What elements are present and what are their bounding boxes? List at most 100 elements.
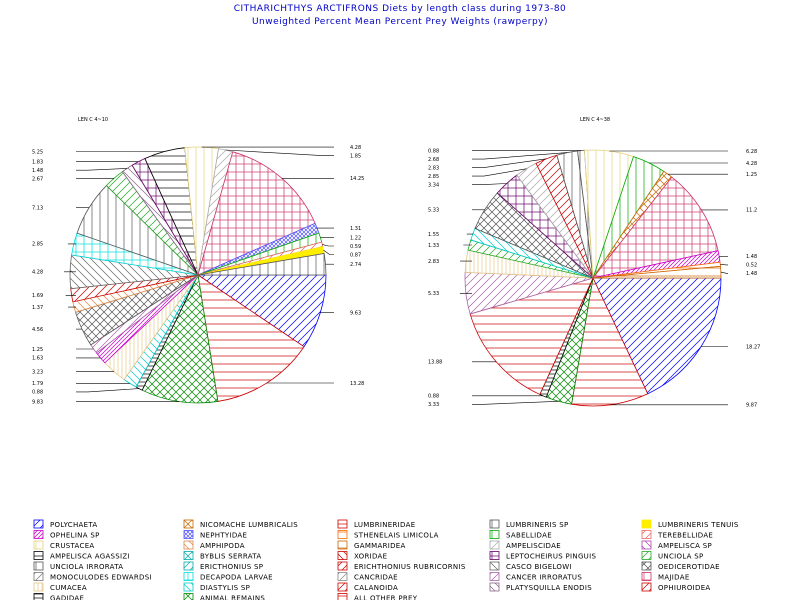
legend-label: UNCIOLA SP [658, 553, 704, 561]
leader-line [720, 271, 728, 274]
slice-value-label: 1.63 [32, 356, 43, 362]
legend-swatch [489, 582, 500, 592]
chart-title: CITHARICHTHYS ARCTIFRONS Diets by length… [233, 4, 567, 14]
legend-label: AMPELISCA SP [658, 542, 712, 550]
legend-swatch [183, 572, 194, 581]
slice-value-label: 9.63 [350, 310, 361, 316]
slice-value-label: 3.23 [32, 369, 43, 375]
slice-value-label: 2.74 [350, 262, 361, 268]
leader-line [76, 388, 140, 393]
slice-value-label: 1.22 [350, 235, 361, 241]
legend-swatch [337, 540, 348, 550]
pie-slice [469, 277, 594, 395]
slice-value-label: 13.28 [350, 381, 364, 387]
slice-value-label: 1.79 [32, 381, 43, 387]
legend-swatch [33, 530, 44, 539]
slice-value-label: 4.28 [350, 145, 361, 151]
legend-swatch [641, 582, 652, 592]
leader-line [472, 401, 559, 405]
slice-value-label: 3.33 [428, 402, 439, 408]
legend-swatch [641, 519, 652, 529]
leader-line [472, 158, 547, 168]
slice-value-label: 1.33 [428, 243, 439, 249]
legend-swatch [337, 551, 348, 560]
pie-slice [592, 265, 722, 279]
legend-label: CASCO BIGELOWI [506, 563, 572, 571]
legend-swatch [337, 530, 348, 539]
legend-label: DIASTYLIS SP [200, 584, 250, 592]
legend-label: CANCRIDAE [354, 574, 398, 582]
legend-swatch [183, 582, 194, 592]
slice-value-label: 2.83 [428, 259, 439, 265]
legend-swatch [183, 551, 194, 560]
legend-swatch [489, 540, 500, 550]
slice-value-label: 2.67 [32, 177, 43, 183]
legend-label: GAMMARIDEA [354, 542, 406, 550]
pie-slice [196, 274, 327, 348]
slice-value-label: 18.27 [746, 344, 760, 350]
pie-slice [592, 176, 719, 279]
slice-value-label: 1.69 [32, 293, 43, 299]
slice-value-label: 9.87 [746, 403, 757, 409]
legend-label: XORIDAE [354, 553, 387, 561]
legend-label: LUMBRINERIS SP [506, 521, 569, 529]
slice-value-label: 0.59 [350, 244, 361, 250]
legend-swatch [33, 593, 44, 600]
chart-subtitle: Unweighted Percent Mean Percent Prey Wei… [251, 17, 549, 27]
pie-chart-left: LEN C 4~10 4.28 1.85 14.25 1.31 1.22 0.59 0.87 2… [32, 117, 364, 405]
leader-line [472, 168, 527, 177]
slice-value-label: 5.25 [32, 149, 43, 155]
legend-swatch [183, 593, 194, 600]
legend-swatch [33, 582, 44, 592]
legend-swatch [33, 561, 44, 571]
legend-swatch [641, 561, 652, 571]
slice-value-label: 5.33 [428, 208, 439, 214]
slice-value-label: 0.88 [32, 390, 43, 396]
legend-label: SABELLIDAE [506, 532, 552, 540]
legend-swatch [337, 582, 348, 592]
legend-swatch [489, 561, 500, 571]
slice-value-label: 1.85 [350, 153, 361, 159]
legend-swatch [33, 519, 44, 529]
legend-swatch [337, 593, 348, 600]
slice-value-label: 0.87 [350, 252, 361, 258]
slice-value-label: 4.28 [32, 270, 43, 276]
slice-value-label: 11.2 [746, 208, 757, 214]
slice-value-label: 1.48 [746, 254, 757, 260]
legend-label: ANIMAL REMAINS [200, 595, 265, 600]
slice-value-label: 0.88 [428, 148, 439, 154]
legend-label: MONOCULODES EDWARDSI [50, 574, 152, 582]
legend-swatch [33, 540, 44, 550]
slice-value-label: 2.85 [428, 174, 439, 180]
slice-value-label: 1.48 [746, 271, 757, 277]
legend-label: OEDICEROTIDAE [658, 563, 720, 571]
legend: POLYCHAETA OPHELINA SP CRUSTACEA AMPELISCA … [33, 519, 739, 600]
slice-value-label: 2.83 [428, 165, 439, 171]
legend-label: NEPHTYIDAE [200, 532, 247, 540]
slice-value-label: 2.85 [32, 242, 43, 248]
slice-value-label: 9.83 [32, 399, 43, 405]
legend-swatch [641, 551, 652, 560]
legend-swatch [183, 530, 194, 539]
slice-value-label: 1.83 [32, 160, 43, 166]
legend-label: UNCIOLA IRRORATA [50, 563, 123, 571]
legend-swatch [641, 530, 652, 539]
legend-label: NICOMACHE LUMBRICALIS [200, 521, 298, 529]
legend-swatch [33, 551, 44, 560]
legend-label: CRUSTACEA [50, 542, 95, 550]
pie-chart-right: LEN C 4~38 6.28 4.28 1.25 11.2 1.48 0.52 1.48 18… [428, 117, 760, 409]
slice-value-label: 7.13 [32, 206, 43, 212]
legend-swatch [183, 519, 194, 529]
legend-label: PLATYSQUILLA ENODIS [506, 584, 592, 592]
legend-label: MAJIDAE [658, 574, 690, 582]
legend-swatch [337, 561, 348, 571]
slice-value-label: 0.52 [746, 263, 757, 269]
slice-value-label: 1.25 [746, 172, 757, 178]
legend-label: OPHELINA SP [50, 532, 100, 540]
legend-label: LUMBRINERIDAE [354, 521, 415, 529]
legend-swatch [33, 572, 44, 581]
pie-label: LEN C 4~38 [580, 117, 610, 123]
legend-label: DECAPODA LARVAE [200, 574, 273, 582]
legend-label: OPHIUROIDEA [658, 584, 711, 592]
slice-value-label: 3.34 [428, 182, 439, 188]
